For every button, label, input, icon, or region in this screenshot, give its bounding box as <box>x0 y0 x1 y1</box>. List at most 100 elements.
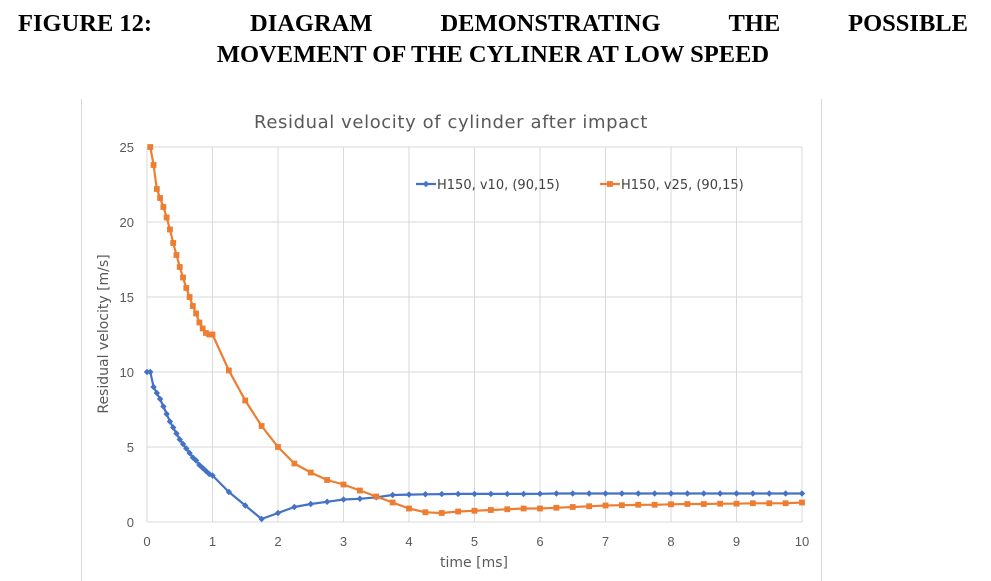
data-point <box>156 395 164 403</box>
data-point <box>153 389 161 397</box>
series-2 <box>147 144 805 516</box>
x-tick-label: 5 <box>471 534 478 549</box>
data-point <box>258 515 265 523</box>
data-point <box>651 490 658 497</box>
caption-word: DEMONSTRATING <box>440 10 661 37</box>
data-point <box>356 495 364 502</box>
data-point <box>291 460 298 467</box>
data-point <box>206 331 213 338</box>
x-axis-label: time [ms] <box>440 555 508 571</box>
caption-line-2: MOVEMENT OF THE CYLINER AT LOW SPEED <box>216 41 770 68</box>
caption-word: DIAGRAM <box>250 10 373 37</box>
y-axis-label: Residual velocity [m/s] <box>96 254 112 413</box>
data-point <box>717 500 724 507</box>
data-point <box>258 423 265 429</box>
data-point <box>651 501 658 508</box>
data-point <box>147 144 154 150</box>
data-point <box>700 490 707 497</box>
data-point <box>798 490 806 497</box>
data-point <box>667 490 675 497</box>
legend-item: H150, v10, (90,15) <box>416 178 560 193</box>
data-point <box>618 490 626 497</box>
x-tick-label: 0 <box>143 534 150 549</box>
data-point <box>163 214 170 221</box>
y-tick-label: 25 <box>120 140 134 155</box>
data-point <box>180 274 186 281</box>
data-point <box>356 487 363 494</box>
data-point <box>170 240 177 246</box>
legend-item: H150, v25, (90,15) <box>600 178 744 193</box>
data-point <box>504 506 511 513</box>
data-point <box>192 457 200 464</box>
data-point <box>520 505 527 512</box>
x-tick-label: 10 <box>795 534 809 549</box>
data-point <box>166 418 174 425</box>
series <box>143 144 806 523</box>
data-point <box>733 490 740 497</box>
data-point <box>147 368 154 376</box>
y-tick-label: 10 <box>120 365 134 380</box>
data-point <box>143 368 151 376</box>
data-point <box>157 195 163 201</box>
y-tick-label: 5 <box>127 440 134 455</box>
data-point <box>307 500 314 508</box>
data-point <box>438 490 445 498</box>
data-point <box>635 501 642 508</box>
data-point <box>602 502 609 509</box>
data-point <box>602 490 609 497</box>
data-point <box>275 444 281 450</box>
data-point <box>307 469 314 476</box>
data-point <box>203 330 209 336</box>
data-point <box>716 490 724 497</box>
data-point <box>150 162 157 168</box>
x-tick-label: 4 <box>405 534 412 549</box>
legend-label: H150, v10, (90,15) <box>437 178 560 193</box>
data-point <box>167 226 173 233</box>
caption-line-1: FIGURE 12: DIAGRAM DEMONSTRATING THE POS… <box>18 8 968 39</box>
data-point <box>170 424 177 431</box>
data-point <box>389 491 396 499</box>
data-point <box>209 472 216 479</box>
data-point <box>766 490 773 497</box>
data-point <box>186 449 193 457</box>
caption-word: THE <box>728 10 781 37</box>
data-point <box>536 490 544 497</box>
data-point <box>199 325 206 332</box>
data-point <box>173 252 180 258</box>
axis-ticks: 0 5 10 15 20 25 0 1 2 3 4 5 6 7 8 9 10 <box>120 140 810 549</box>
data-point <box>799 499 805 506</box>
data-point <box>176 436 183 443</box>
x-tick-label: 7 <box>602 534 609 549</box>
x-tick-label: 9 <box>733 534 740 549</box>
data-point <box>422 180 430 188</box>
data-point <box>635 490 642 497</box>
data-point <box>471 507 478 514</box>
data-point <box>569 490 576 497</box>
data-point <box>324 477 331 483</box>
data-point <box>586 503 593 510</box>
data-point <box>700 501 707 507</box>
data-point <box>766 500 773 507</box>
data-point <box>242 502 249 509</box>
legend: H150, v10, (90,15) H150, v25, (90,15) <box>416 178 744 193</box>
data-point <box>389 499 396 506</box>
data-point <box>422 509 429 516</box>
data-point <box>173 430 180 437</box>
y-tick-label: 15 <box>120 290 134 305</box>
data-point <box>340 496 347 503</box>
data-point <box>782 490 789 497</box>
data-point <box>323 498 331 505</box>
data-point <box>183 445 190 452</box>
data-point <box>225 488 233 496</box>
x-tick-label: 8 <box>667 534 674 549</box>
data-point <box>684 501 691 507</box>
chart-frame <box>81 99 822 581</box>
data-point <box>176 264 183 270</box>
data-point <box>455 508 462 515</box>
x-tick-label: 3 <box>340 534 347 549</box>
data-point <box>406 505 412 512</box>
data-point <box>607 181 613 187</box>
data-point <box>153 186 160 192</box>
data-point <box>585 490 593 497</box>
